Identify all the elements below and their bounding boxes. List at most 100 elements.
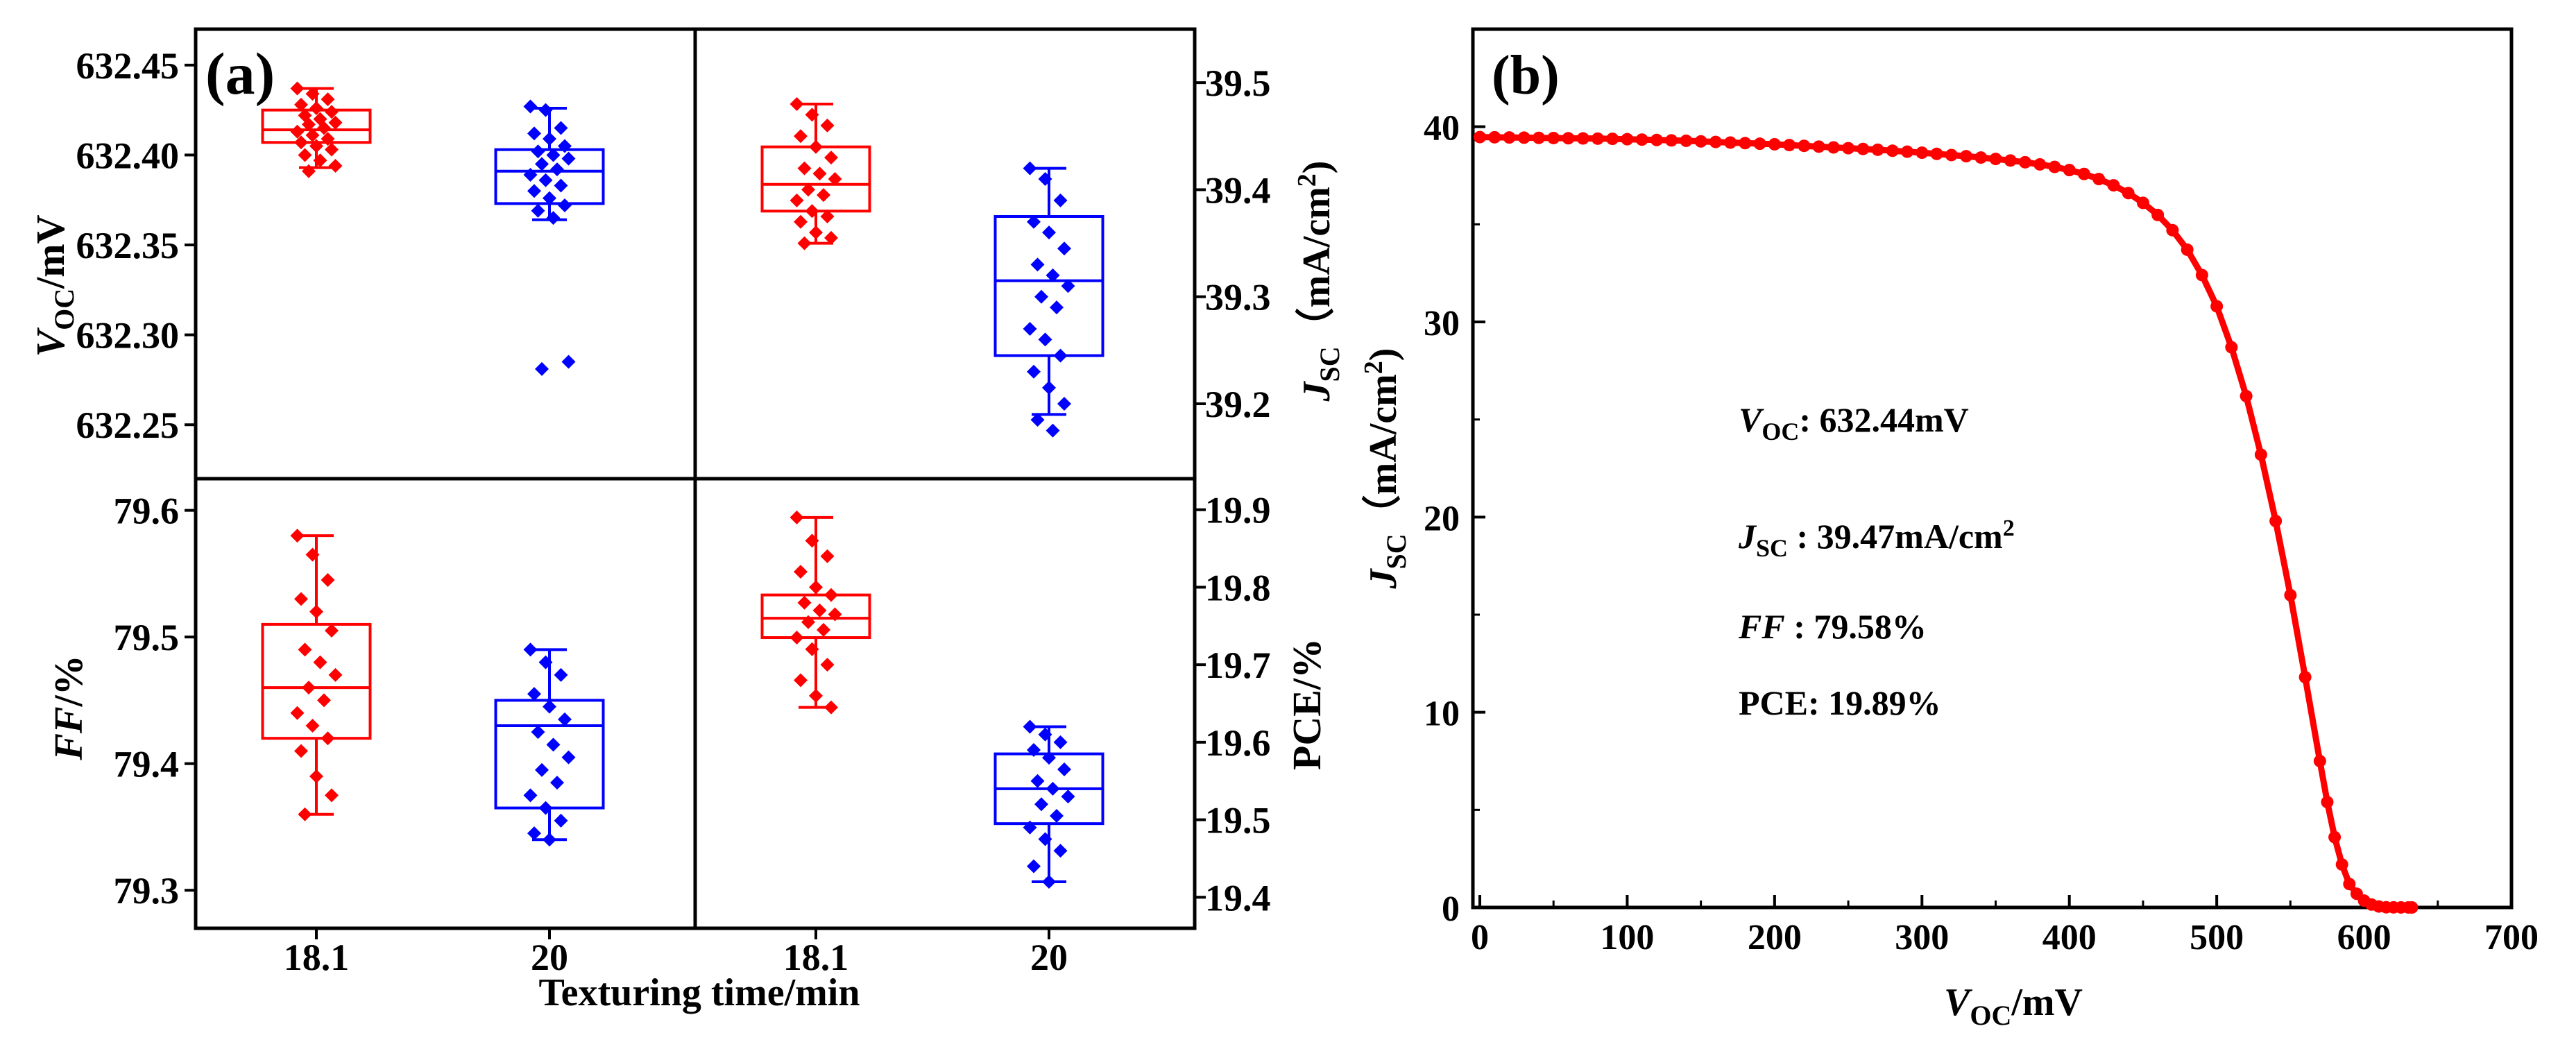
data-point bbox=[1057, 762, 1071, 776]
data-point bbox=[531, 725, 545, 740]
jv-data-point bbox=[1974, 151, 1988, 164]
y-tick-label: 79.3 bbox=[114, 870, 180, 912]
y-tick-label: 30 bbox=[1424, 304, 1460, 343]
jv-data-point bbox=[2254, 448, 2267, 461]
box-20 bbox=[993, 215, 1104, 357]
voc-subplot: 632.25 632.30 632.35 632.40 632.45 bbox=[76, 45, 605, 446]
data-point bbox=[794, 214, 808, 229]
jv-data-point bbox=[1886, 144, 1899, 157]
data-point bbox=[558, 712, 572, 726]
data-point bbox=[801, 615, 815, 629]
jv-data-point bbox=[2107, 179, 2120, 192]
data-point bbox=[305, 87, 320, 101]
data-point bbox=[1053, 193, 1068, 207]
data-point bbox=[321, 132, 335, 146]
jv-data-point bbox=[1474, 130, 1486, 144]
data-point bbox=[554, 121, 568, 135]
data-point bbox=[820, 658, 835, 672]
jv-data-point bbox=[1916, 146, 1929, 160]
y-tick-label: 19.6 bbox=[1205, 722, 1271, 764]
jv-data-point bbox=[1753, 137, 1766, 151]
data-point bbox=[527, 826, 541, 841]
data-point bbox=[523, 642, 538, 657]
jv-data-point bbox=[1591, 132, 1604, 145]
jv-data-point bbox=[1621, 133, 1634, 146]
data-point bbox=[531, 144, 545, 159]
pce-axis-label: PCE/% bbox=[1284, 638, 1329, 770]
panel-b-frame bbox=[1471, 27, 2514, 910]
jv-data-point bbox=[1517, 131, 1530, 144]
jv-data-point bbox=[1680, 134, 1693, 147]
jv-data-point bbox=[2240, 389, 2253, 402]
data-point bbox=[1030, 413, 1045, 427]
panel-b-label: (b) bbox=[1492, 45, 1560, 106]
data-point bbox=[1050, 300, 1064, 315]
jv-x-axis-label: VOC/mV bbox=[1944, 981, 2083, 1031]
annotation-voc: VOC: 632.44mV bbox=[1739, 400, 1969, 445]
jv-data-point bbox=[2018, 155, 2031, 169]
data-point bbox=[561, 355, 576, 369]
jv-data-point bbox=[1606, 133, 1619, 146]
data-point bbox=[290, 529, 305, 543]
data-point bbox=[558, 139, 572, 153]
data-point bbox=[305, 128, 320, 142]
y-tick-label: 19.5 bbox=[1205, 800, 1271, 842]
data-point bbox=[546, 148, 561, 162]
jv-data-point bbox=[2269, 514, 2283, 527]
data-point bbox=[538, 655, 553, 669]
data-point bbox=[812, 167, 827, 181]
data-point bbox=[554, 813, 568, 828]
jv-data-point bbox=[2151, 208, 2165, 221]
jv-data-point bbox=[2225, 341, 2238, 354]
x-tick-label: 200 bbox=[1748, 918, 1802, 957]
jsc-axis-label: JSC（mA/cm2) bbox=[1293, 161, 1345, 402]
data-point bbox=[801, 182, 815, 197]
data-point bbox=[817, 622, 830, 637]
y-tick-label: 79.4 bbox=[114, 744, 180, 785]
data-point bbox=[302, 681, 316, 695]
jv-data-point bbox=[1739, 137, 1752, 150]
data-point bbox=[302, 164, 316, 178]
jv-data-point bbox=[1901, 145, 1914, 158]
data-point bbox=[294, 744, 308, 758]
x-tick-label: 300 bbox=[1895, 918, 1949, 957]
y-tick-label: 19.8 bbox=[1205, 567, 1271, 608]
data-point bbox=[321, 92, 335, 107]
data-point bbox=[290, 124, 305, 139]
pce-subplot: 19.4 19.5 19.6 19.7 19.8 19.9 bbox=[760, 490, 1271, 919]
ff-axis-label: FF/% bbox=[46, 655, 91, 761]
jv-data-point bbox=[1930, 147, 1943, 160]
data-point bbox=[809, 225, 823, 240]
data-point bbox=[325, 624, 339, 638]
jv-data-point bbox=[2321, 796, 2334, 809]
y-tick-label: 19.9 bbox=[1205, 490, 1271, 531]
data-point bbox=[1046, 781, 1060, 796]
data-point bbox=[523, 788, 538, 803]
data-point bbox=[1038, 832, 1052, 846]
data-point bbox=[535, 157, 549, 171]
data-point bbox=[1050, 809, 1064, 823]
data-point bbox=[809, 580, 823, 595]
data-point bbox=[550, 776, 564, 790]
jv-data-point bbox=[2284, 588, 2297, 601]
x-tick-label: 500 bbox=[2190, 918, 2244, 957]
jv-data-point bbox=[1827, 141, 1840, 154]
data-point bbox=[1046, 423, 1060, 438]
data-point bbox=[294, 135, 308, 150]
data-point bbox=[317, 121, 331, 135]
data-point bbox=[824, 151, 838, 165]
data-point bbox=[543, 132, 556, 146]
data-point bbox=[1053, 348, 1068, 363]
data-point bbox=[824, 700, 838, 715]
jv-data-point bbox=[1768, 137, 1781, 151]
data-point bbox=[550, 162, 564, 177]
panel-a-x-ticks: 18.1 20 18.1 20 bbox=[284, 928, 1068, 978]
jv-data-point bbox=[1650, 133, 1663, 146]
data-point bbox=[805, 534, 819, 548]
data-point bbox=[828, 172, 842, 186]
jv-data-point bbox=[2033, 157, 2047, 171]
jv-data-point bbox=[2181, 243, 2194, 256]
jv-data-point bbox=[2077, 167, 2090, 180]
data-point bbox=[313, 655, 327, 669]
voc-axis-label: VOC/mV bbox=[28, 214, 80, 357]
